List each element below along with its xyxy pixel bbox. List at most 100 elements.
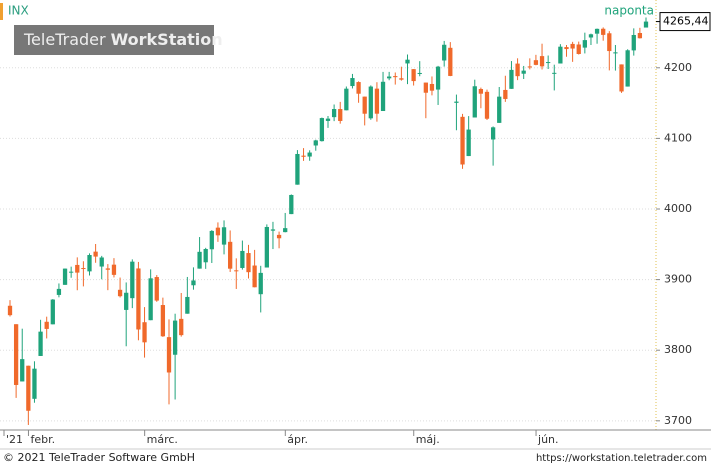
candle-body <box>374 88 380 114</box>
candle-body <box>246 253 251 273</box>
candle-body <box>209 230 214 250</box>
candle-body <box>44 321 49 329</box>
candle-body <box>228 241 233 269</box>
candle-body <box>295 153 300 185</box>
y-tick-label: 3800 <box>664 343 692 356</box>
candle-body <box>613 52 618 54</box>
candle-body <box>429 83 435 91</box>
candle-body <box>166 337 172 373</box>
candle-body <box>637 32 643 39</box>
candle-body <box>258 272 263 295</box>
y-tick-label: 3900 <box>664 273 692 286</box>
watermark-brand: TeleTrader <box>23 30 106 49</box>
candle-body <box>368 86 373 119</box>
symbol: INX <box>8 4 29 18</box>
watermark-product: WorkStation <box>111 30 223 49</box>
candle-body <box>56 288 62 295</box>
x-tick-label: márc. <box>147 433 178 446</box>
candle-body <box>478 89 484 94</box>
candle-body <box>197 251 202 269</box>
candle-body <box>607 33 612 52</box>
candle-body <box>270 229 276 231</box>
candle-body <box>264 226 269 268</box>
candle-body <box>111 264 117 275</box>
candle-body <box>417 72 422 74</box>
candle-body <box>552 72 557 74</box>
candle-body <box>625 50 630 87</box>
candle-body <box>576 44 581 54</box>
candle-body <box>448 47 453 76</box>
candle-body <box>435 66 441 90</box>
candle-body <box>172 320 178 355</box>
candle-body <box>62 268 68 285</box>
candle-body <box>588 34 594 38</box>
candle-body <box>619 64 624 92</box>
candle-body <box>252 265 257 288</box>
candle-body <box>99 257 104 267</box>
candle-body <box>136 268 141 330</box>
candle-body <box>643 21 649 28</box>
candle-body <box>307 152 312 157</box>
candle-body <box>411 69 416 82</box>
y-tick-label: 4100 <box>664 131 692 144</box>
candle-body <box>325 118 331 121</box>
candle-body <box>38 331 43 356</box>
candle-body <box>466 129 471 157</box>
candle-body <box>344 88 349 111</box>
x-tick-label: '21 <box>6 433 23 446</box>
candle-body <box>179 318 184 336</box>
candle-body <box>154 277 159 301</box>
candle-body <box>497 96 502 123</box>
candle-body <box>87 255 92 272</box>
candle-body <box>460 116 465 165</box>
candle-body <box>142 322 147 343</box>
candle-body <box>13 324 19 385</box>
candle-body <box>32 368 37 399</box>
candle-body <box>533 60 539 65</box>
candle-body <box>527 66 532 68</box>
candle-body <box>594 28 600 34</box>
candle-body <box>130 261 135 299</box>
candle-body <box>160 305 166 337</box>
candle-body <box>454 101 459 103</box>
candle-body <box>503 89 508 99</box>
y-tick-label: 4200 <box>664 61 692 74</box>
symbol-marker <box>0 3 3 20</box>
candle-body <box>338 109 343 121</box>
watermark-box <box>14 25 214 55</box>
candle-body <box>117 289 123 297</box>
candle-body <box>472 86 477 118</box>
candle-body <box>442 44 447 61</box>
candle-body <box>7 305 13 316</box>
candle-body <box>221 227 227 245</box>
candle-body <box>601 28 606 35</box>
candle-body <box>521 70 526 74</box>
candle-body <box>631 34 636 51</box>
candle-body <box>203 249 208 263</box>
candle-body <box>240 250 245 268</box>
candle-body <box>75 264 80 273</box>
candle-body <box>185 296 190 314</box>
candle-body <box>356 82 361 94</box>
x-tick-label: febr. <box>30 433 55 446</box>
candle-body <box>69 271 74 273</box>
candle-body <box>564 47 569 50</box>
candle-body <box>81 268 86 270</box>
candle-body <box>539 56 545 67</box>
candle-body <box>20 359 25 382</box>
candle-body <box>313 140 318 146</box>
last-price-label: 4265,44 <box>663 15 709 28</box>
candle-body <box>484 91 490 119</box>
candle-body <box>93 251 98 257</box>
candle-body <box>362 96 367 114</box>
y-tick-label: 3700 <box>664 414 692 427</box>
candle-body <box>570 43 575 49</box>
candle-body <box>380 81 386 112</box>
copyright: © 2021 TeleTrader Software GmbH <box>3 451 195 464</box>
candle-body <box>319 118 325 142</box>
candle-body <box>393 76 398 78</box>
candle-body <box>50 299 55 325</box>
candle-body <box>148 278 153 321</box>
